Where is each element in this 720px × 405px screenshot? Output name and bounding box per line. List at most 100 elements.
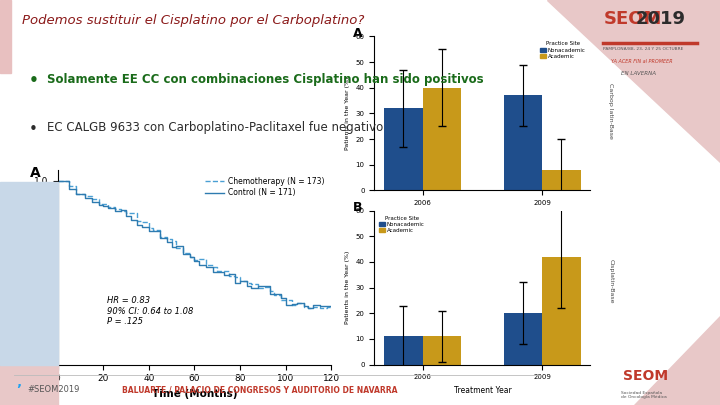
Bar	[504, 96, 542, 190]
Chemotherapy (N = 173)	[202, 263, 210, 268]
Control (N = 171)	[270, 291, 279, 296]
X-axis label: Treatment Year: Treatment Year	[454, 386, 511, 395]
Chemotherapy (N = 173)	[292, 301, 302, 305]
Y-axis label: Patients in the Year (%): Patients in the Year (%)	[345, 77, 350, 150]
Chemotherapy (N = 173)	[104, 204, 112, 209]
Control (N = 171)	[133, 222, 142, 227]
Legend: Nonacademic, Academic: Nonacademic, Academic	[377, 213, 427, 235]
Control (N = 171)	[81, 196, 89, 200]
Chemotherapy (N = 173)	[149, 227, 158, 232]
Text: •: •	[29, 73, 39, 88]
Chemotherapy (N = 173)	[276, 298, 285, 303]
Chemotherapy (N = 173)	[122, 210, 130, 215]
Chemotherapy (N = 173)	[231, 275, 240, 279]
Chemotherapy (N = 173)	[190, 258, 199, 263]
Text: BALUARTE / PALACIO DE CONGRESOS Y AUDITORIO DE NAVARRA: BALUARTE / PALACIO DE CONGRESOS Y AUDITO…	[122, 385, 398, 394]
Control (N = 171)	[258, 284, 267, 289]
Chemotherapy (N = 173)	[65, 184, 73, 189]
Chemotherapy (N = 173)	[235, 278, 244, 283]
Control (N = 171)	[276, 295, 285, 300]
Control (N = 171)	[122, 214, 130, 219]
Text: A: A	[353, 27, 362, 40]
Text: Sociedad Española
de Oncología Médica: Sociedad Española de Oncología Médica	[621, 390, 667, 399]
Chemotherapy (N = 173)	[243, 281, 251, 286]
Legend: Chemotherapy (N = 173), Control (N = 171): Chemotherapy (N = 173), Control (N = 171…	[202, 174, 328, 200]
Control (N = 171)	[179, 252, 187, 257]
Text: SEOM: SEOM	[603, 10, 662, 28]
Control (N = 171)	[194, 262, 203, 267]
Chemotherapy (N = 173)	[53, 179, 62, 183]
Control (N = 171)	[247, 286, 256, 290]
Chemotherapy (N = 173)	[126, 211, 135, 216]
Chemotherapy (N = 173)	[110, 207, 119, 211]
Text: EC CALGB 9633 con Carboplatino-Paclitaxel fue negativo: EC CALGB 9633 con Carboplatino-Paclitaxe…	[47, 122, 383, 134]
Control (N = 171)	[138, 224, 146, 229]
Chemotherapy (N = 173)	[186, 255, 194, 260]
Control (N = 171)	[265, 292, 274, 296]
Chemotherapy (N = 173)	[167, 239, 176, 243]
Control (N = 171)	[208, 269, 217, 274]
Control (N = 171)	[104, 205, 112, 210]
Control (N = 171)	[213, 270, 222, 275]
Chemotherapy (N = 173)	[99, 202, 107, 207]
Text: Podemos sustituir el Cisplatino por el Carboplatino?: Podemos sustituir el Cisplatino por el C…	[22, 14, 364, 27]
Chemotherapy (N = 173)	[265, 288, 274, 293]
Control (N = 171)	[186, 255, 194, 260]
Line: Control (N = 171): Control (N = 171)	[58, 181, 331, 308]
Text: YA ACER FIN al PROMEER: YA ACER FIN al PROMEER	[611, 59, 672, 64]
Chemotherapy (N = 173)	[304, 305, 312, 310]
Control (N = 171)	[145, 229, 153, 234]
Control (N = 171)	[65, 186, 73, 191]
Chemotherapy (N = 173)	[145, 226, 153, 230]
X-axis label: Time (Months): Time (Months)	[152, 389, 237, 399]
Chemotherapy (N = 173)	[194, 256, 203, 261]
X-axis label: Treatment Year: Treatment Year	[454, 212, 511, 221]
Text: •: •	[29, 122, 37, 136]
Chemotherapy (N = 173)	[71, 192, 80, 197]
Control (N = 171)	[224, 272, 233, 277]
Control (N = 171)	[300, 303, 308, 308]
Chemotherapy (N = 173)	[270, 292, 279, 297]
Bar	[542, 170, 580, 190]
Text: PAMPLONA/88, 23, 24 Y 25 OCTUBRE: PAMPLONA/88, 23, 24 Y 25 OCTUBRE	[603, 47, 684, 51]
Control (N = 171)	[235, 279, 244, 284]
Control (N = 171)	[327, 305, 336, 310]
Chemotherapy (N = 173)	[172, 245, 181, 250]
Control (N = 171)	[99, 203, 107, 208]
Control (N = 171)	[117, 207, 126, 212]
Text: 2019: 2019	[636, 10, 685, 28]
Chemotherapy (N = 173)	[81, 194, 89, 198]
Chemotherapy (N = 173)	[133, 219, 142, 224]
Control (N = 171)	[288, 302, 297, 307]
Text: Solamente EE CC con combinaciones Cisplatino han sido positivos: Solamente EE CC con combinaciones Cispla…	[47, 73, 483, 86]
Chemotherapy (N = 173)	[208, 264, 217, 269]
Control (N = 171)	[220, 273, 228, 278]
Control (N = 171)	[53, 179, 62, 183]
Chemotherapy (N = 173)	[94, 201, 103, 206]
Text: A: A	[30, 166, 41, 180]
Control (N = 171)	[88, 200, 96, 205]
Text: ’: ’	[16, 383, 21, 396]
Chemotherapy (N = 173)	[327, 304, 336, 309]
Chemotherapy (N = 173)	[315, 305, 324, 310]
Control (N = 171)	[292, 301, 302, 306]
Bar	[384, 336, 423, 364]
Control (N = 171)	[126, 217, 135, 222]
Chemotherapy (N = 173)	[300, 304, 308, 309]
Chemotherapy (N = 173)	[247, 282, 256, 287]
Chemotherapy (N = 173)	[163, 237, 171, 241]
Control (N = 171)	[231, 280, 240, 285]
Text: Cisplatin-Base: Cisplatin-Base	[608, 259, 613, 304]
Y-axis label: Patients in the Year (%): Patients in the Year (%)	[345, 251, 350, 324]
Bar	[384, 108, 423, 190]
Text: EN LAVERNA: EN LAVERNA	[621, 71, 656, 76]
Control (N = 171)	[243, 284, 251, 289]
Text: HR = 0.83
90% CI: 0.64 to 1.08
P = .125: HR = 0.83 90% CI: 0.64 to 1.08 P = .125	[107, 296, 193, 326]
Control (N = 171)	[172, 244, 181, 249]
Chemotherapy (N = 173)	[254, 285, 263, 290]
Control (N = 171)	[315, 303, 324, 308]
Bar	[542, 257, 580, 364]
Control (N = 171)	[110, 209, 119, 213]
Control (N = 171)	[167, 244, 176, 249]
Control (N = 171)	[323, 304, 331, 309]
